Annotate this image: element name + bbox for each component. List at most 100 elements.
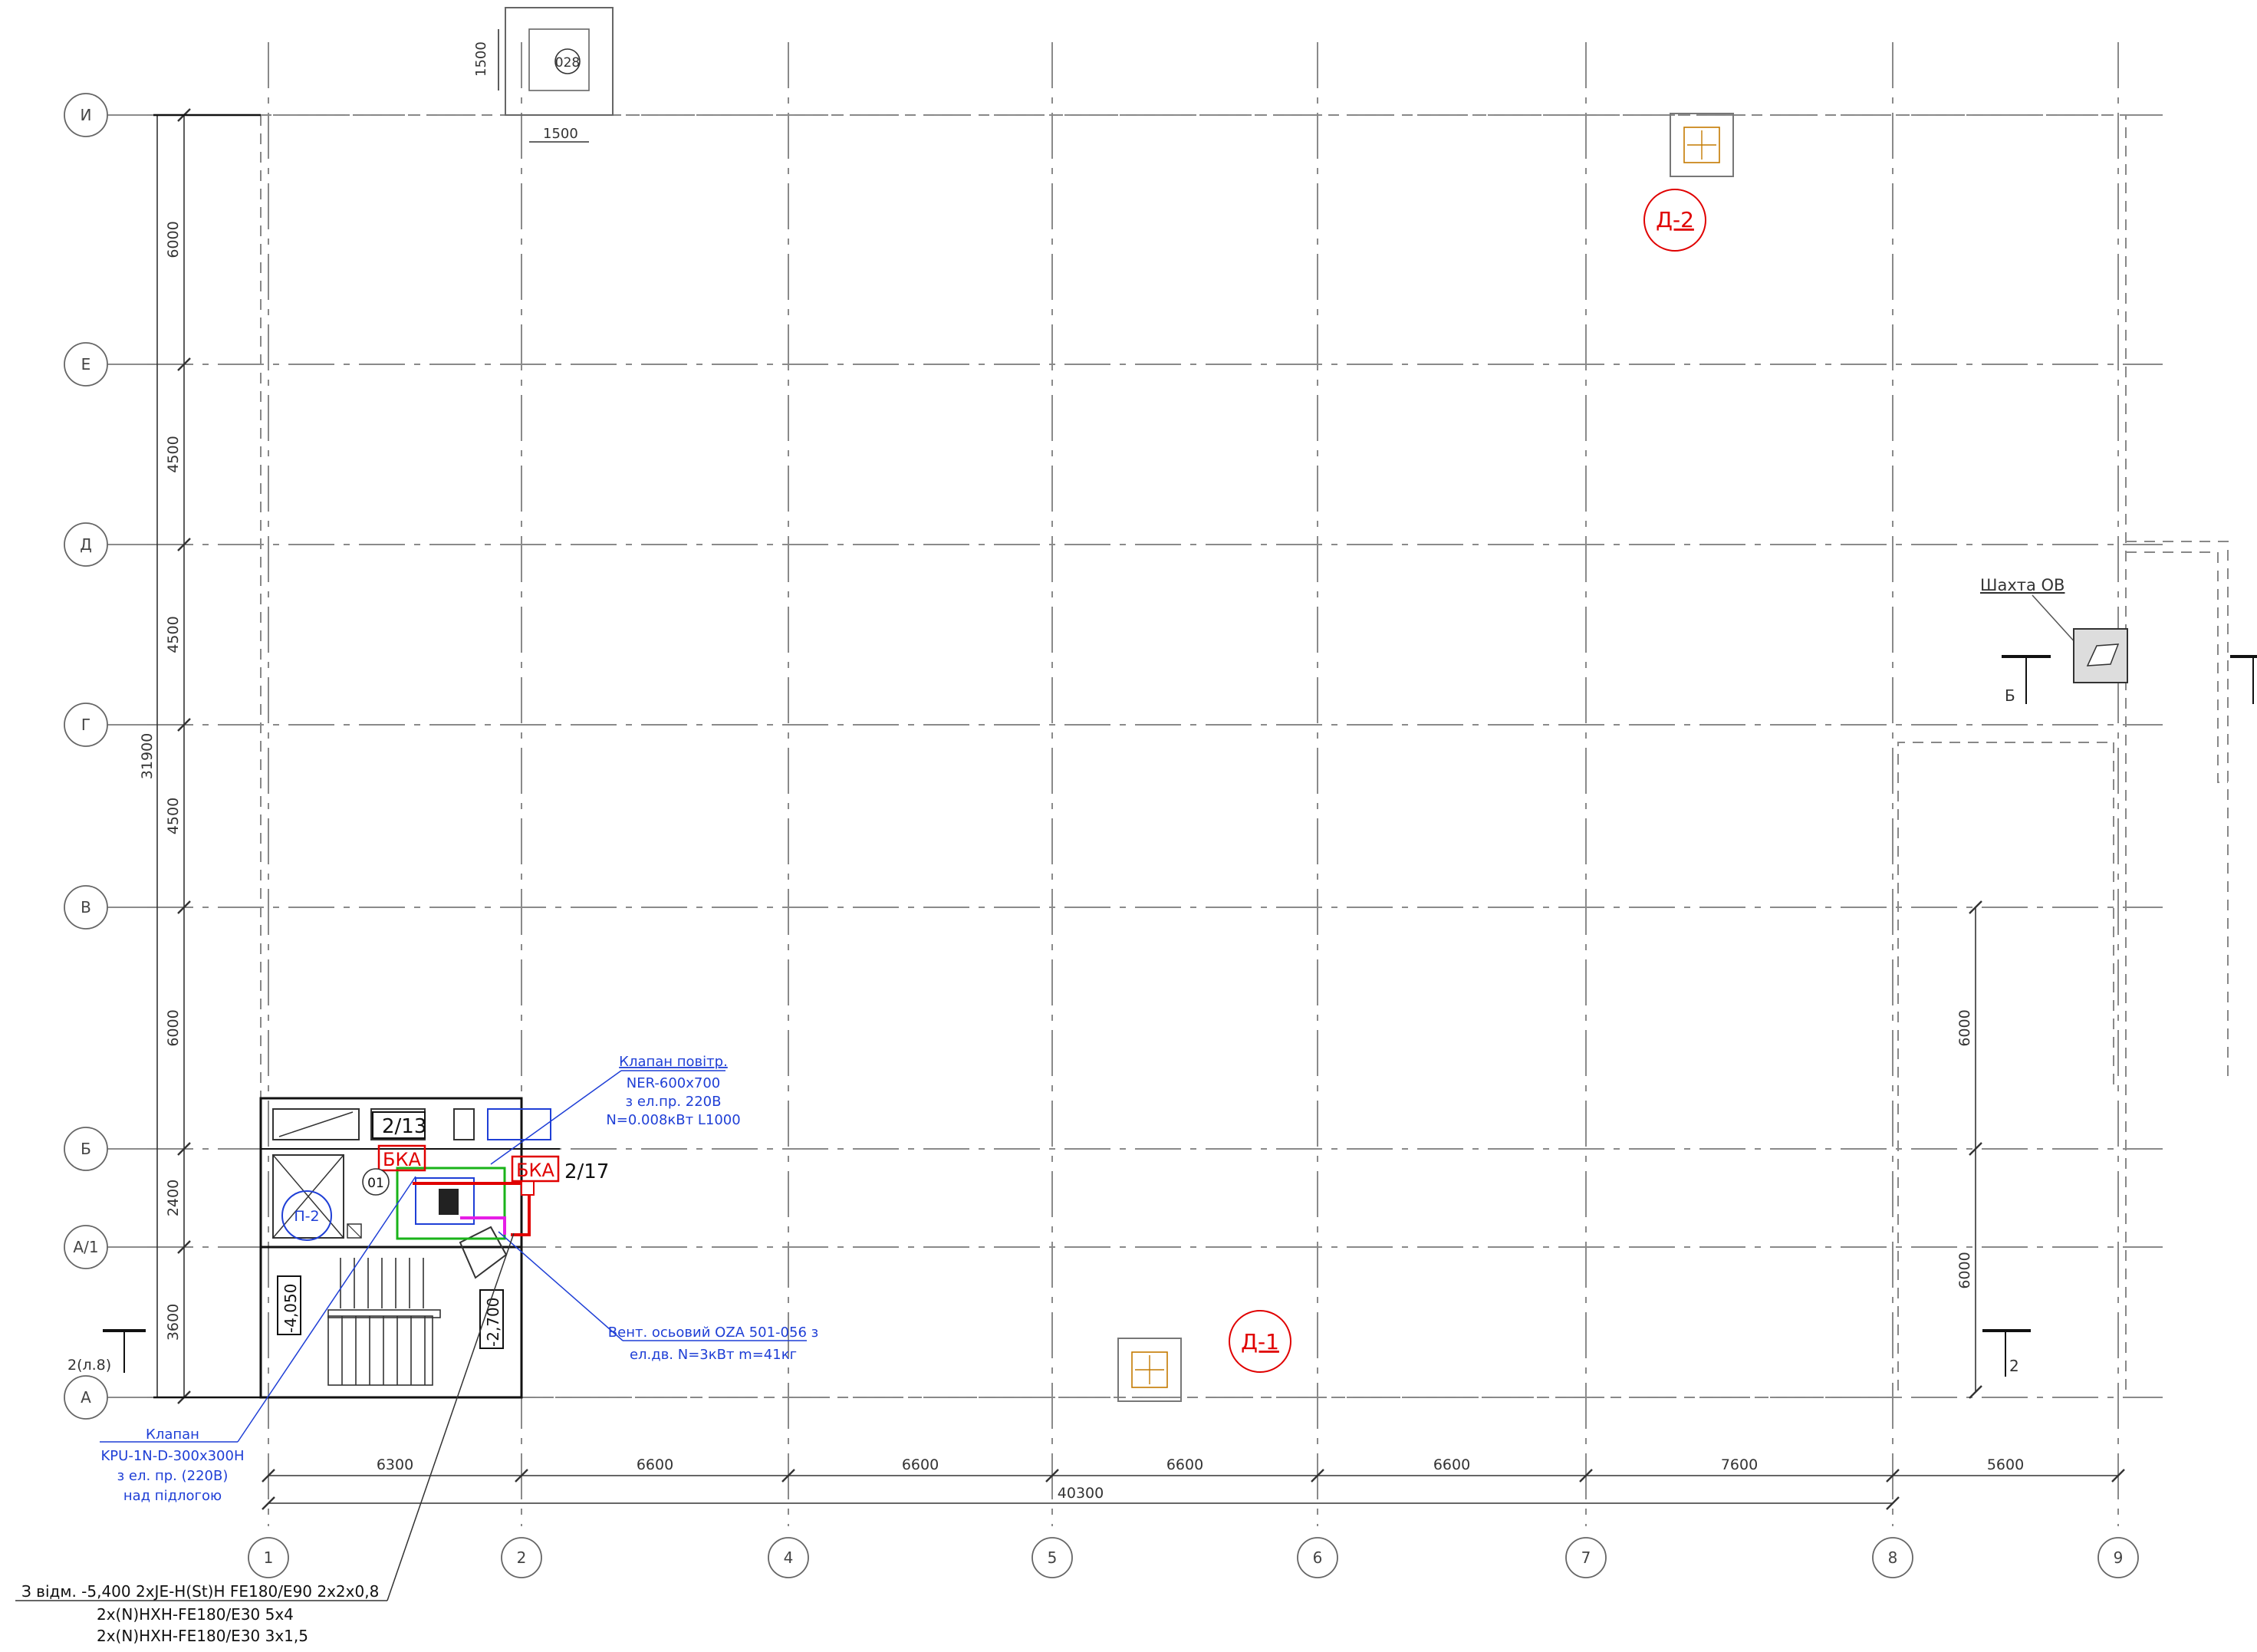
col-bubble: [2097, 1537, 2139, 1578]
annotation-leaders: [100, 1070, 807, 1443]
dim-tick: [177, 1240, 191, 1254]
total-height-text: 31900: [139, 733, 156, 779]
row-bubble: [64, 885, 108, 930]
note-air-valve-3: з ел.пр. 220В: [626, 1094, 722, 1110]
note-fan: Вент. осьовий OZA 501-056 з ел.дв. N=3кВ…: [608, 1325, 818, 1363]
dim-tick: [781, 1469, 795, 1483]
row-dim-text: 3600: [165, 1304, 182, 1341]
dim-tick: [1969, 1385, 1982, 1399]
top-shaft-tag: 028: [555, 55, 580, 71]
col-dim-text: 7600: [1721, 1456, 1758, 1473]
col-bubble: [1565, 1537, 1607, 1578]
bka-label-left: БКА: [383, 1149, 422, 1170]
dim-tick: [177, 357, 191, 371]
col-bubble: [501, 1537, 542, 1578]
shaft-ov: Шахта ОВ Б: [1980, 576, 2257, 705]
level-mark-2: -2,700: [484, 1298, 502, 1347]
dimension-lines: 6000 4500 4500 4500 6000 2400 3600 31900 6300 660…: [139, 108, 2125, 1510]
row-dim-text: 2400: [165, 1180, 182, 1216]
top-shaft-size-v: 1500: [473, 41, 489, 77]
right-dim-text: 6000: [1956, 1252, 1973, 1288]
col-bubble: [1297, 1537, 1338, 1578]
section-2-marks: 2 2(л.8): [67, 1329, 2031, 1377]
top-shaft: 028 1500 1500: [473, 7, 614, 143]
col-bubble: [1872, 1537, 1913, 1578]
right-dim-text: 6000: [1956, 1009, 1973, 1046]
row-label: Г: [81, 716, 90, 734]
note-air-valve: Клапан повітр. NER-600x700 з ел.пр. 220В…: [606, 1054, 740, 1128]
row-label: А/1: [73, 1238, 98, 1256]
marker-01: 01: [367, 1176, 384, 1191]
cable-leader: [387, 1232, 515, 1601]
col-label: 1: [264, 1548, 274, 1567]
roof-fan-d2: Д-2: [1643, 113, 1734, 252]
note-cable-1: З відм. -5,400 2xJE-H(St)H FE180/E90 2x2…: [21, 1582, 379, 1601]
row-label: Е: [81, 355, 91, 374]
col-label: 2: [517, 1548, 527, 1567]
bka-label-right: БКА: [516, 1160, 555, 1181]
col-dim-text: 6600: [902, 1456, 939, 1473]
note-air-valve-4: N=0.008кВт L1000: [606, 1112, 740, 1128]
note-cable-2: 2x(N)HXH-FE180/E30 5x4: [97, 1605, 294, 1624]
col-label: 6: [1313, 1548, 1323, 1567]
note-floor-valve-3: з ел. пр. (220В): [117, 1468, 229, 1484]
row-bubble: [64, 1127, 108, 1171]
section-b-label: Б: [2005, 686, 2015, 705]
dim-tick: [515, 1469, 528, 1483]
col-bubble: [768, 1537, 809, 1578]
smoke-exhaust-d1: Д-1: [1241, 1329, 1279, 1354]
col-dim-text: 6600: [1433, 1456, 1470, 1473]
shaft-ov-label: Шахта ОВ: [1980, 576, 2065, 594]
row-dim-text: 6000: [165, 221, 182, 258]
col-label: 9: [2114, 1548, 2124, 1567]
col-label: 5: [1048, 1548, 1058, 1567]
col-dim-text: 6600: [637, 1456, 673, 1473]
dim-tick: [1969, 900, 1982, 914]
row-label: А: [81, 1388, 91, 1407]
marker-p2: П-2: [294, 1208, 319, 1225]
dim-tick: [177, 538, 191, 551]
row-label: Д: [80, 535, 92, 554]
col-bubble: [1031, 1537, 1073, 1578]
row-dim-text: 6000: [165, 1009, 182, 1046]
level-mark-1: -4,050: [281, 1284, 300, 1333]
dim-tick: [177, 718, 191, 732]
note-floor-valve-4: над підлогою: [123, 1488, 222, 1504]
row-bubble: [64, 1225, 108, 1269]
smoke-exhaust-d2: Д-2: [1656, 207, 1694, 232]
row-label: Б: [81, 1140, 91, 1158]
note-fan-2: ел.дв. N=3кВт m=41кг: [630, 1347, 797, 1363]
top-shaft-size-h: 1500: [543, 126, 578, 142]
section-2-ref-label: 2(л.8): [67, 1357, 111, 1374]
row-bubble: [64, 342, 108, 387]
dim-tick: [1886, 1469, 1900, 1483]
plant-room: П-2 -4,050 -2,700: [259, 1097, 609, 1399]
row-label: И: [81, 106, 92, 124]
axis-grid: [147, 42, 2163, 1526]
row-dim-text: 4500: [165, 798, 182, 834]
row-bubble: [64, 703, 108, 747]
note-cable-3: 2x(N)HXH-FE180/E30 3x1,5: [97, 1627, 308, 1645]
total-width-text: 40300: [1058, 1485, 1104, 1502]
col-dim-text: 6600: [1166, 1456, 1203, 1473]
note-air-valve-1: Клапан повітр.: [619, 1054, 728, 1070]
note-cable: З відм. -5,400 2xJE-H(St)H FE180/E90 2x2…: [21, 1582, 379, 1645]
note-floor-valve: Клапан KPU-1N-D-300x300H з ел. пр. (220В…: [101, 1427, 245, 1504]
dim-tick: [1045, 1469, 1059, 1483]
col-dim-text: 5600: [1987, 1456, 2024, 1473]
dim-tick: [1886, 1496, 1900, 1510]
dim-tick: [262, 1469, 275, 1483]
room-tag-main: 2/13: [382, 1115, 426, 1138]
row-bubble: [64, 93, 108, 137]
building-outline: [153, 114, 2229, 1399]
row-bubble: [64, 522, 108, 567]
roof-fan-d1: Д-1: [1117, 1310, 1291, 1402]
note-floor-valve-1: Клапан: [146, 1427, 199, 1443]
note-air-valve-2: NER-600x700: [627, 1075, 720, 1091]
note-fan-1: Вент. осьовий OZA 501-056 з: [608, 1325, 818, 1341]
row-dim-text: 4500: [165, 436, 182, 472]
dim-tick: [177, 900, 191, 914]
col-dim-text: 6300: [377, 1456, 413, 1473]
row-bubble: [64, 1375, 108, 1420]
